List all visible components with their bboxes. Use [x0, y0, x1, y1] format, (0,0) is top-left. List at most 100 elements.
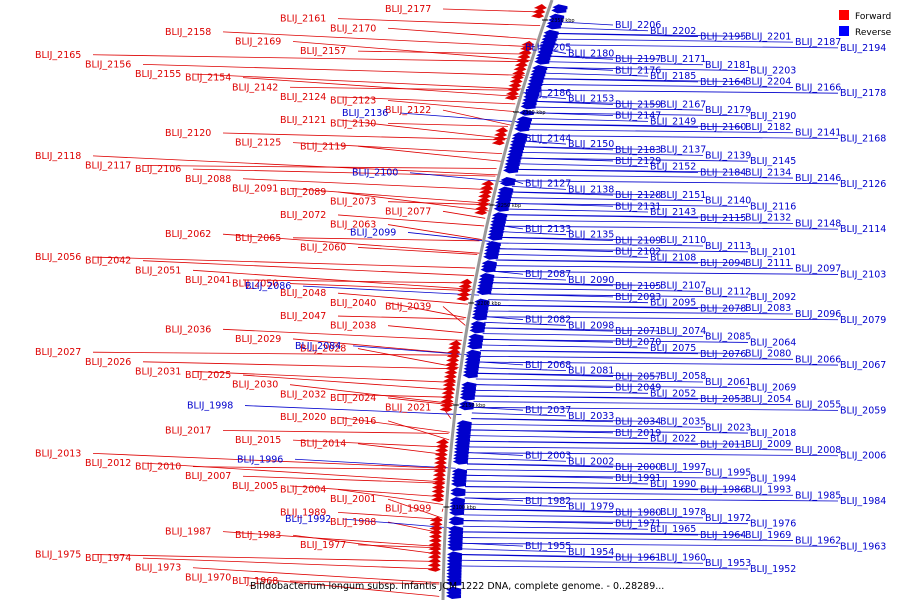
reverse-gene-label: BLIJ_2137: [660, 145, 706, 156]
reverse-gene-label: BLIJ_2084: [295, 341, 341, 352]
forward-gene-label: BLIJ_2029: [235, 334, 281, 345]
reverse-gene-label: BLIJ_2057: [615, 371, 661, 382]
reverse-gene-label: BLIJ_1964: [700, 530, 746, 541]
forward-leader-line: [358, 146, 501, 161]
forward-gene-label: BLIJ_2106: [135, 164, 181, 175]
reverse-gene-label: BLIJ_2168: [840, 134, 886, 145]
reverse-gene-label: BLIJ_2075: [650, 343, 696, 354]
reverse-leader-line: [468, 453, 838, 456]
reverse-gene-label: BLIJ_2182: [745, 122, 791, 133]
reverse-gene-label: BLIJ_2100: [352, 168, 398, 179]
reverse-gene-label: BLIJ_1960: [660, 552, 706, 563]
reverse-gene-label: BLIJ_2109: [615, 235, 661, 246]
reverse-gene-label: BLIJ_2113: [705, 241, 751, 252]
reverse-leader-line: [525, 136, 838, 139]
forward-gene-label: BLIJ_2089: [280, 187, 326, 198]
reverse-gene-label: BLIJ_2003: [525, 450, 571, 461]
reverse-gene-label: BLIJ_1985: [795, 490, 841, 501]
reverse-leader-line: [538, 90, 838, 93]
forward-leader-line: [290, 87, 518, 90]
reverse-gene-label: BLIJ_1976: [750, 519, 796, 530]
reverse-gene-label: BLIJ_2110: [660, 235, 706, 246]
forward-leader-line: [223, 430, 449, 433]
forward-gene-label: BLIJ_1973: [135, 563, 181, 574]
forward-gene-label: BLIJ_1987: [165, 527, 211, 538]
legend: Forward Reverse: [839, 10, 892, 38]
reverse-gene-label: BLIJ_1969: [745, 530, 791, 541]
reverse-gene-label: BLIJ_2194: [840, 43, 886, 54]
reverse-gene-label: BLIJ_2086: [245, 281, 291, 292]
reverse-gene-label: BLIJ_1997: [660, 462, 706, 473]
reverse-gene-label: BLIJ_1952: [750, 564, 796, 575]
forward-leader-line: [358, 349, 459, 368]
reverse-gene-label: BLIJ_2071: [615, 326, 661, 337]
reverse-gene-label: BLIJ_2074: [660, 326, 706, 337]
forward-gene-label: BLIJ_2177: [385, 4, 431, 15]
reverse-gene-label: BLIJ_1990: [650, 479, 696, 490]
reverse-gene-label: BLIJ_1954: [568, 547, 614, 558]
reverse-gene-label: BLIJ_2099: [350, 227, 396, 238]
reverse-gene-label: BLIJ_2094: [700, 258, 746, 269]
reverse-gene-label: BLIJ_2187: [795, 37, 841, 48]
reverse-gene-label: BLIJ_2103: [840, 269, 886, 280]
reverse-gene-label: BLIJ_2141: [795, 128, 841, 139]
reverse-gene-label: BLIJ_2000: [615, 462, 661, 473]
reverse-gene-label: BLIJ_2095: [650, 298, 696, 309]
forward-gene-label: BLIJ_2015: [235, 435, 281, 446]
reverse-gene-label: BLIJ_2145: [750, 156, 796, 167]
forward-gene-label: BLIJ_2025: [185, 370, 231, 381]
forward-gene-label: BLIJ_1988: [330, 517, 376, 528]
forward-gene-label: BLIJ_2014: [300, 439, 346, 450]
reverse-gene-label: BLIJ_2069: [750, 383, 796, 394]
forward-gene-label: BLIJ_2012: [85, 458, 131, 469]
reverse-gene-label: BLIJ_2197: [615, 54, 661, 65]
reverse-gene-label: BLIJ_2132: [745, 213, 791, 224]
forward-gene-label: BLIJ_2040: [330, 298, 376, 309]
forward-gene-label: BLIJ_2142: [232, 82, 278, 93]
forward-gene-label: BLIJ_1975: [35, 549, 81, 560]
reverse-gene-label: BLIJ_2080: [745, 349, 791, 360]
forward-leader-line: [443, 110, 511, 125]
reverse-gene-label: BLIJ_2171: [660, 54, 706, 65]
forward-gene-label: BLIJ_2122: [385, 105, 431, 116]
reverse-gene-label: BLIJ_2035: [660, 417, 706, 428]
reverse-gene-label: BLIJ_2149: [650, 116, 696, 127]
reverse-gene-label: BLIJ_2081: [568, 366, 614, 377]
forward-gene-label: BLIJ_2013: [35, 448, 81, 459]
reverse-gene-label: BLIJ_2127: [525, 179, 571, 190]
forward-gene-label: BLIJ_2130: [330, 118, 376, 129]
reverse-gene-label: BLIJ_1986: [700, 485, 746, 496]
reverse-gene-label: BLIJ_2151: [660, 190, 706, 201]
reverse-gene-label: BLIJ_2201: [745, 31, 791, 42]
reverse-gene-label: BLIJ_2085: [705, 332, 751, 343]
forward-gene-label: BLIJ_2157: [300, 46, 346, 57]
reverse-gene-label: BLIJ_1996: [237, 454, 283, 465]
reverse-gene-label: BLIJ_1963: [840, 541, 886, 552]
reverse-gene-label: BLIJ_2202: [650, 26, 696, 37]
scale-tick-label: 2100 kbp: [452, 505, 476, 511]
forward-gene-label: BLIJ_2072: [280, 210, 326, 221]
forward-gene-label: BLIJ_2042: [85, 256, 131, 267]
forward-gene-label: BLIJ_2170: [330, 23, 376, 34]
forward-gene-label: BLIJ_2155: [135, 69, 181, 80]
reverse-gene-label: BLIJ_2006: [840, 451, 886, 462]
reverse-gene-label: BLIJ_1982: [525, 496, 571, 507]
reverse-gene-label: BLIJ_2133: [525, 224, 571, 235]
reverse-gene-label: BLIJ_2111: [745, 258, 791, 269]
reverse-gene-label: BLIJ_1955: [525, 541, 571, 552]
forward-gene-label: BLIJ_1999: [385, 504, 431, 515]
reverse-gene-label: BLIJ_2183: [615, 145, 661, 156]
reverse-gene-label: BLIJ_2152: [650, 162, 696, 173]
forward-gene-label: BLIJ_2001: [330, 494, 376, 505]
forward-gene-label: BLIJ_2017: [165, 425, 211, 436]
reverse-gene-label: BLIJ_2079: [840, 315, 886, 326]
reverse-gene-label: BLIJ_1953: [705, 558, 751, 569]
forward-gene-label: BLIJ_2051: [135, 265, 181, 276]
reverse-gene-label: BLIJ_2098: [568, 320, 614, 331]
reverse-gene-label: BLIJ_2096: [795, 309, 841, 320]
reverse-gene-label: BLIJ_2164: [700, 77, 746, 88]
reverse-gene-label: BLIJ_2136: [342, 108, 388, 119]
reverse-gene-label: BLIJ_2009: [745, 439, 791, 450]
reverse-gene-label: BLIJ_2135: [568, 230, 614, 241]
forward-gene-label: BLIJ_2123: [330, 96, 376, 107]
